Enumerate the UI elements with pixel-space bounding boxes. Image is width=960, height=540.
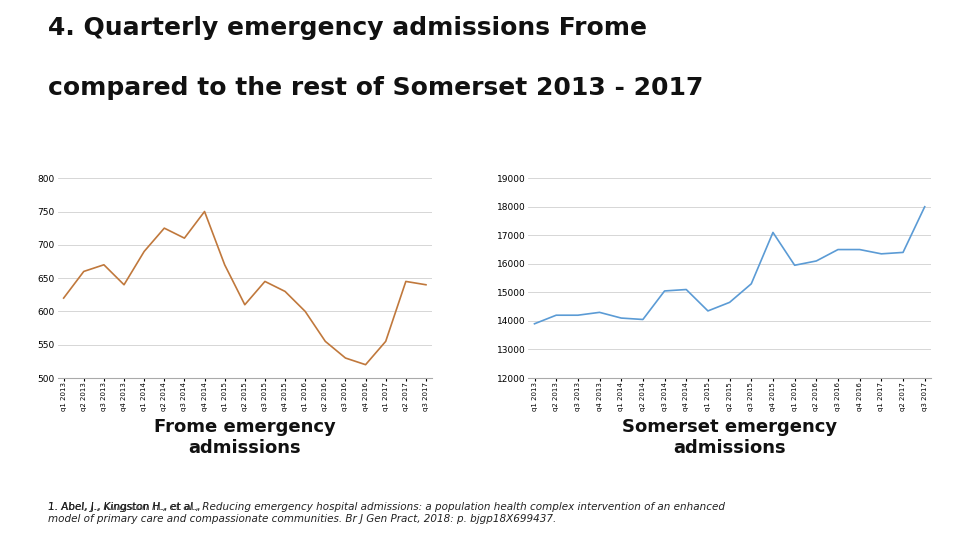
Text: 1. Abel, J., Kingston H., et al.,: 1. Abel, J., Kingston H., et al., [48, 502, 204, 512]
Text: Somerset emergency
admissions: Somerset emergency admissions [622, 418, 837, 457]
Text: 1. Abel, J., Kingston H., et al., Reducing emergency hospital admissions: a popu: 1. Abel, J., Kingston H., et al., Reduci… [48, 502, 725, 524]
Text: compared to the rest of Somerset 2013 - 2017: compared to the rest of Somerset 2013 - … [48, 76, 704, 99]
Text: 4. Quarterly emergency admissions Frome: 4. Quarterly emergency admissions Frome [48, 16, 647, 40]
Text: Frome emergency
admissions: Frome emergency admissions [154, 418, 336, 457]
